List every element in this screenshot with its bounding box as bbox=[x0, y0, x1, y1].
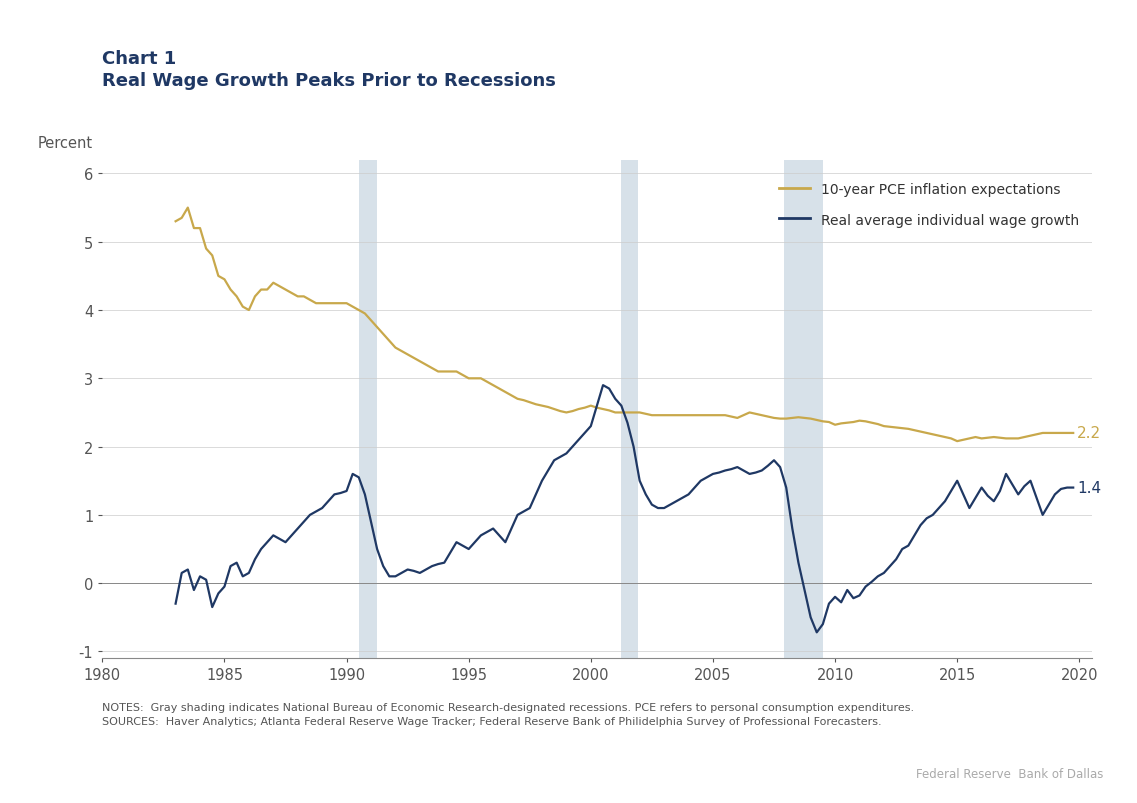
Text: SOURCES:  Haver Analytics; Atlanta Federal Reserve Wage Tracker; Federal Reserve: SOURCES: Haver Analytics; Atlanta Federa… bbox=[102, 716, 882, 726]
Text: Percent: Percent bbox=[38, 136, 93, 151]
Text: 2.2: 2.2 bbox=[1077, 426, 1101, 441]
Text: NOTES:  Gray shading indicates National Bureau of Economic Research-designated r: NOTES: Gray shading indicates National B… bbox=[102, 703, 914, 712]
Text: Real Wage Growth Peaks Prior to Recessions: Real Wage Growth Peaks Prior to Recessio… bbox=[102, 72, 556, 90]
Text: Federal Reserve  Bank of Dallas: Federal Reserve Bank of Dallas bbox=[915, 768, 1103, 781]
Bar bbox=[621, 161, 638, 658]
Legend: 10-year PCE inflation expectations, Real average individual wage growth: 10-year PCE inflation expectations, Real… bbox=[773, 177, 1085, 233]
Bar bbox=[785, 161, 823, 658]
Text: 1.4: 1.4 bbox=[1077, 480, 1101, 495]
Bar bbox=[359, 161, 377, 658]
Text: Chart 1: Chart 1 bbox=[102, 51, 176, 68]
